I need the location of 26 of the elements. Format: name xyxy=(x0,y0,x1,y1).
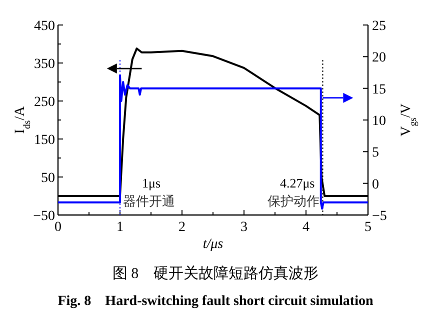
x-tick-label: 4 xyxy=(302,220,310,235)
y2-tick-label: 25 xyxy=(372,19,386,34)
x-tick-label: 2 xyxy=(178,220,186,235)
y2-tick-label: 15 xyxy=(372,82,386,98)
x-tick-label: 1 xyxy=(116,220,124,235)
y2-tick-label: 20 xyxy=(372,50,386,66)
y-tick-label: 50 xyxy=(41,171,55,186)
x-tick-label: 0 xyxy=(54,220,62,235)
y2-tick-label: 0 xyxy=(372,177,379,192)
ref-line-label: 4.27μs xyxy=(280,176,315,191)
text: 图 8 硬开关故障短路仿真波形 xyxy=(112,265,319,282)
ref-line-label: 1μs xyxy=(142,176,161,191)
y-tick-label: 150 xyxy=(34,133,55,148)
x-axis-title: t/μs xyxy=(202,237,224,252)
y2-tick-label: 5 xyxy=(372,146,379,161)
annotation: 保护动作 xyxy=(268,194,320,209)
y-tick-label: 450 xyxy=(34,19,55,34)
text: Fig. 8 Hard-switching fault short circuit simulation xyxy=(58,294,374,309)
annotation: 器件开通 xyxy=(123,194,175,209)
x-tick-label: 5 xyxy=(364,220,372,235)
y-tick-label: 350 xyxy=(34,57,55,72)
y-tick-label: 250 xyxy=(34,95,55,110)
y2-tick-label: 10 xyxy=(372,114,386,129)
x-tick-label: 3 xyxy=(240,220,248,235)
y2-tick-label: −5 xyxy=(372,209,387,224)
y-tick-label: −50 xyxy=(33,209,55,224)
